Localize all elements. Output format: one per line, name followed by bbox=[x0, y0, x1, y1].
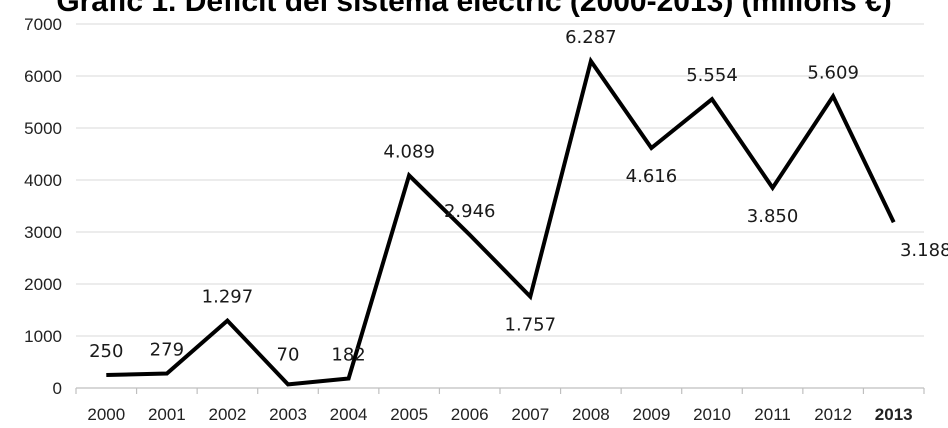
data-label: 182 bbox=[331, 345, 365, 366]
y-tick-labels: 0 1000 2000 3000 4000 5000 6000 7000 bbox=[24, 15, 62, 398]
x-tick-label: 2002 bbox=[209, 405, 247, 424]
data-label: 70 bbox=[277, 344, 300, 365]
data-label: 1.297 bbox=[202, 287, 254, 308]
x-tick-label: 2012 bbox=[814, 405, 852, 424]
x-tick-label: 2013 bbox=[875, 405, 913, 424]
data-label: 4.089 bbox=[383, 141, 435, 162]
data-label: 5.609 bbox=[807, 62, 859, 83]
axes bbox=[75, 387, 925, 394]
data-label: 6.287 bbox=[565, 27, 617, 48]
series-line bbox=[106, 56, 896, 387]
data-label: 5.554 bbox=[686, 65, 738, 86]
data-label: 279 bbox=[150, 339, 184, 360]
y-tick-label: 4000 bbox=[24, 171, 62, 190]
x-tick-label: 2001 bbox=[148, 405, 186, 424]
y-tick-label: 6000 bbox=[24, 67, 62, 86]
data-label: 1.757 bbox=[505, 315, 557, 336]
y-tick-label: 3000 bbox=[24, 223, 62, 242]
x-tick-label: 2006 bbox=[451, 405, 489, 424]
y-tick-label: 5000 bbox=[24, 119, 62, 138]
x-tick-label: 2000 bbox=[87, 405, 125, 424]
data-labels: 250 279 1.297 70 182 4.089 2.946 1.757 6.287 4.61… bbox=[89, 27, 948, 365]
x-tick-label: 2004 bbox=[330, 405, 368, 424]
y-tick-label: 1000 bbox=[24, 327, 62, 346]
grid-lines bbox=[76, 23, 924, 337]
chart-title: Gràfic 1. Dèficit del sistema elèctric (… bbox=[56, 0, 892, 18]
x-tick-label: 2007 bbox=[511, 405, 549, 424]
x-tick-label: 2008 bbox=[572, 405, 610, 424]
x-tick-label: 2010 bbox=[693, 405, 731, 424]
data-label: 4.616 bbox=[626, 166, 678, 187]
data-label: 250 bbox=[89, 341, 123, 362]
x-tick-label: 2003 bbox=[269, 405, 307, 424]
data-label: 3.850 bbox=[747, 206, 799, 227]
y-tick-label: 2000 bbox=[24, 275, 62, 294]
x-tick-label: 2011 bbox=[754, 405, 791, 424]
y-tick-label: 0 bbox=[53, 379, 62, 398]
x-tick-labels: 2000 2001 2002 2003 2004 2005 2006 2007 2008 2009… bbox=[87, 405, 912, 424]
x-tick-label: 2009 bbox=[633, 405, 671, 424]
y-tick-label: 7000 bbox=[24, 15, 62, 34]
data-label: 3.188 bbox=[900, 240, 948, 261]
data-label: 2.946 bbox=[444, 201, 496, 222]
x-tick-label: 2005 bbox=[390, 405, 428, 424]
